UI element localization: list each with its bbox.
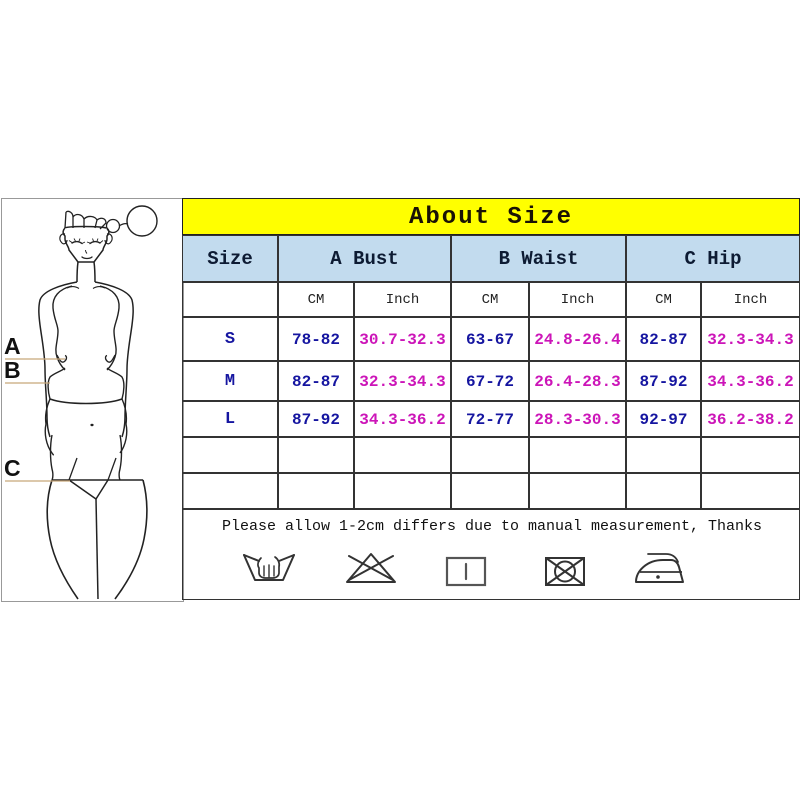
svg-text:A: A [4, 333, 21, 359]
svg-text:B: B [4, 357, 21, 383]
svg-text:C: C [4, 455, 21, 481]
